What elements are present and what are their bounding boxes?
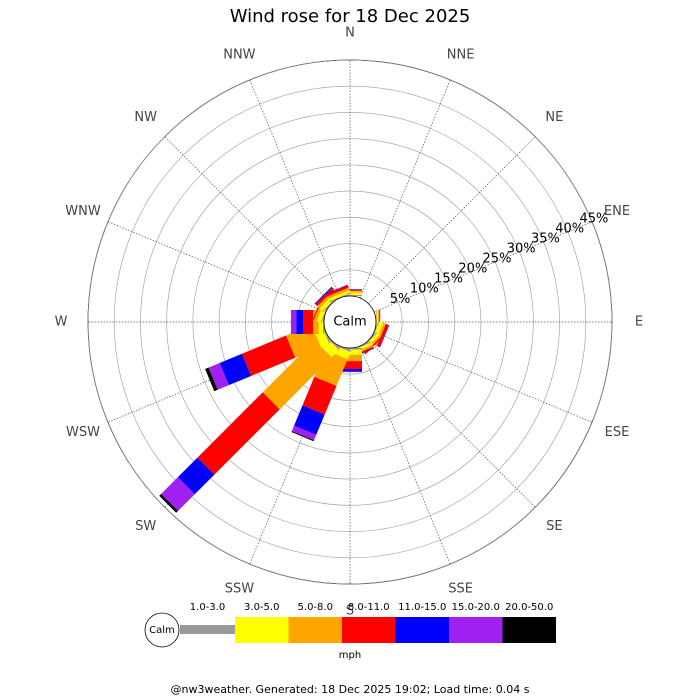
wind-bar	[291, 425, 317, 441]
spoke	[359, 79, 451, 299]
legend-swatch	[342, 617, 396, 643]
grid-ring	[87, 59, 613, 585]
r-tick-label: 45%	[579, 211, 608, 226]
spoke	[373, 331, 593, 423]
direction-label: SW	[135, 519, 156, 534]
spoke	[107, 221, 327, 313]
wind-bar	[315, 287, 335, 307]
r-tick-label: 5%	[390, 292, 411, 307]
wind-bar	[303, 310, 313, 334]
wind-bar	[177, 457, 215, 495]
wind-bar	[379, 325, 390, 348]
legend-label: 3.0-5.0	[244, 602, 279, 613]
r-tick-label: 40%	[555, 222, 584, 237]
r-tick-label: 20%	[458, 262, 487, 277]
direction-label: N	[345, 26, 355, 41]
calm-circle	[323, 295, 377, 349]
r-tick-label: 10%	[410, 282, 439, 297]
direction-label: S	[346, 604, 354, 619]
spoke	[368, 340, 536, 508]
direction-label: WNW	[65, 204, 101, 219]
r-tick-label: 35%	[531, 232, 560, 247]
wind-bar	[197, 392, 280, 475]
legend-swatch	[449, 617, 503, 643]
chart-title: Wind rose for 18 Dec 2025	[230, 6, 471, 27]
direction-label: NW	[134, 110, 157, 125]
legend-calm-label: Calm	[149, 625, 175, 636]
wind-bar	[338, 371, 362, 373]
legend-swatch	[180, 625, 235, 634]
r-tick-label: 25%	[483, 252, 512, 267]
legend-label: 20.0-50.0	[505, 602, 553, 613]
legend-swatch	[502, 617, 556, 643]
wind-bar	[328, 292, 352, 303]
direction-label: SSE	[448, 582, 473, 597]
spoke	[249, 79, 341, 299]
direction-label: ESE	[605, 425, 630, 440]
direction-label: W	[55, 315, 68, 330]
legend-label: 5.0-8.0	[298, 602, 333, 613]
wind-bar	[241, 335, 296, 376]
wind-bar	[314, 286, 333, 305]
grid-ring	[192, 164, 508, 480]
wind-bar	[326, 287, 350, 300]
r-tick-label: 30%	[507, 242, 536, 257]
wind-bar	[219, 353, 252, 386]
direction-label: ENE	[604, 204, 630, 219]
wind-bar	[161, 477, 195, 511]
wind-bar	[291, 431, 315, 442]
spoke	[359, 345, 451, 565]
unit-label: mph	[339, 650, 361, 661]
wind-bar	[325, 285, 349, 297]
footer: @nw3weather. Generated: 18 Dec 2025 19:0…	[171, 683, 530, 696]
direction-label: NNE	[447, 47, 475, 62]
legend-label: 11.0-15.0	[398, 602, 446, 613]
wind-bar	[290, 310, 297, 334]
legend-label: 8.0-11.0	[348, 602, 390, 613]
legend-swatch	[395, 617, 449, 643]
spoke	[373, 221, 593, 313]
grid-ring	[218, 190, 482, 454]
direction-label: SE	[546, 519, 562, 534]
wind-bar	[208, 363, 229, 390]
wind-bar	[294, 405, 325, 435]
legend-swatch	[235, 617, 289, 643]
legend-swatch	[288, 617, 342, 643]
calm-label: Calm	[333, 315, 366, 330]
wind-bar	[302, 376, 337, 415]
r-tick-label: 15%	[434, 272, 463, 287]
wind-bar	[338, 368, 362, 372]
wind-bar	[296, 310, 304, 334]
wind-bar	[327, 290, 351, 302]
grid-ring	[113, 85, 587, 559]
wind-bar	[159, 493, 179, 513]
spoke	[164, 136, 332, 304]
direction-label: E	[635, 315, 643, 330]
spoke	[368, 136, 536, 304]
direction-label: WSW	[66, 425, 100, 440]
wind-bar	[376, 323, 389, 348]
direction-label: SSW	[225, 582, 255, 597]
legend-label: 1.0-3.0	[190, 602, 225, 613]
legend-label: 15.0-20.0	[452, 602, 500, 613]
legend-calm	[144, 612, 180, 648]
direction-label: NNW	[223, 47, 255, 62]
wind-bar	[205, 367, 218, 392]
wind-bar	[325, 284, 348, 295]
direction-label: NE	[545, 110, 563, 125]
wind-bar	[262, 340, 332, 410]
